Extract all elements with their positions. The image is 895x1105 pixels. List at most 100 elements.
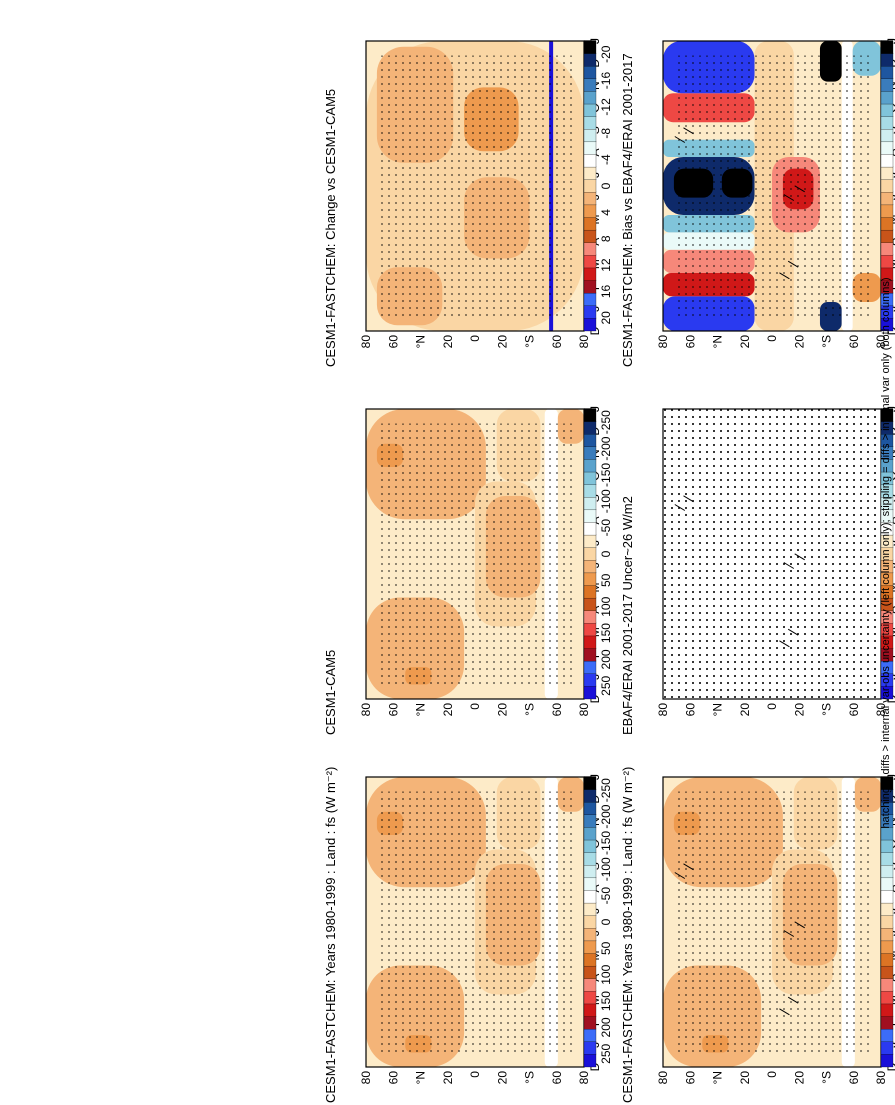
colorbar-swatch (880, 927, 894, 942)
y-tick-label: 0 (765, 335, 779, 342)
colorbar-swatch (583, 852, 597, 866)
y-tick-label: °N (711, 1071, 725, 1084)
y-tick-label: 60 (386, 1071, 400, 1085)
colorbar-label: 250 (599, 1043, 613, 1063)
colorbar-swatch (583, 685, 597, 700)
colorbar-label: 50 (599, 941, 613, 955)
y-tick-label: 80 (359, 703, 373, 717)
colorbar-swatch (583, 610, 597, 624)
colorbar-swatch (880, 889, 894, 904)
colorbar-swatch (583, 153, 597, 168)
colorbar-swatch (583, 559, 597, 574)
colorbar-swatch (583, 776, 597, 790)
colorbar-label: -12 (599, 98, 613, 116)
colorbar-swatch (880, 877, 894, 891)
colorbar-label: -250 (599, 410, 613, 434)
panel-ebaf4-uncertainty: EBAF4/ERAI 2001-2017 Uncer~26 W/m2 80 60 °… (620, 406, 895, 735)
colorbar-swatch (583, 597, 597, 611)
colorbar-swatch (583, 408, 597, 422)
colorbar-swatch (583, 267, 597, 281)
y-tick-label: 80 (359, 335, 373, 349)
colorbar-swatch (583, 78, 597, 92)
colorbar-swatch (880, 1003, 894, 1017)
y-tick-label: 20 (441, 703, 455, 717)
colorbar-swatch (880, 90, 894, 105)
colorbar-label: -100 (599, 489, 613, 513)
colorbar-swatch (583, 635, 597, 649)
y-tick-label: °S (820, 1071, 834, 1084)
colorbar-swatch (880, 940, 894, 954)
colorbar-swatch (880, 242, 894, 256)
y-tick-label: °S (820, 335, 834, 348)
y-tick-label: °N (414, 335, 428, 348)
y-tick-label: °S (523, 703, 537, 716)
colorbar-swatch (880, 229, 894, 243)
y-tick-label: 20 (792, 703, 806, 717)
colorbar-swatch (583, 940, 597, 954)
colorbar-label: 250 (599, 675, 613, 695)
y-tick-label: 80 (656, 335, 670, 349)
colorbar-swatch (583, 317, 597, 332)
y-tick-label: 60 (550, 335, 564, 349)
colorbar-swatch (880, 915, 894, 929)
colorbar-label: -100 (599, 857, 613, 881)
colorbar-label: 150 (599, 991, 613, 1011)
y-tick-label: 60 (550, 703, 564, 717)
stippling (673, 55, 871, 317)
colorbar-swatch (880, 166, 894, 180)
y-tick-label: 60 (683, 1071, 697, 1085)
colorbar-swatch (583, 484, 597, 498)
y-tick-label: 20 (792, 335, 806, 349)
y-tick-label: °N (711, 703, 725, 716)
colorbar-label: 0 (599, 918, 613, 925)
colorbar-label: -4 (599, 154, 613, 165)
colorbar-swatch (583, 1041, 597, 1055)
colorbar-swatch (583, 572, 597, 586)
y-tick-label: 60 (550, 1071, 564, 1085)
y-tick-label: 80 (874, 335, 888, 349)
panel-title: CESM1-FASTCHEM: Years 1980-1999 : Land :… (620, 767, 635, 1103)
y-tick-label: 60 (847, 1071, 861, 1085)
y-tick-label: 0 (468, 1071, 482, 1078)
colorbar-swatch (583, 1015, 597, 1030)
panel-fastchem-upper: CESM1-FASTCHEM: Years 1980-1999 : Land :… (620, 767, 895, 1103)
colorbar-swatch (880, 254, 894, 269)
colorbar-swatch (583, 496, 597, 511)
colorbar-swatch (880, 103, 894, 117)
colorbar-swatch (583, 65, 597, 79)
colorbar-swatch (880, 204, 894, 218)
y-tick-label: 80 (577, 1071, 591, 1085)
colorbar-swatch (880, 952, 894, 967)
colorbar-swatch (583, 179, 597, 193)
colorbar-swatch (583, 242, 597, 256)
colorbar-swatch (583, 1003, 597, 1017)
y-tick-label: 80 (577, 703, 591, 717)
y-tick-label: 20 (441, 335, 455, 349)
colorbar-swatch (880, 852, 894, 866)
y-tick-label: 80 (656, 1071, 670, 1085)
y-tick-label: 80 (359, 1071, 373, 1085)
y-tick-label: °S (523, 335, 537, 348)
y-tick-label: °S (523, 1071, 537, 1084)
colorbar-label: 50 (599, 573, 613, 587)
colorbar-swatch (583, 1053, 597, 1068)
panel-title: CESM1-FASTCHEM: Bias vs EBAF4/ERAI 2001-… (620, 53, 635, 367)
y-tick-label: °N (414, 1071, 428, 1084)
colorbar-swatch (583, 826, 597, 841)
colorbar-swatch (583, 103, 597, 117)
y-tick-label: 60 (847, 335, 861, 349)
colorbar-swatch (880, 1053, 894, 1068)
colorbar-label: -8 (599, 128, 613, 139)
colorbar-swatch (583, 927, 597, 942)
panel-change-vs-cam5: CESM1-FASTCHEM: Change vs CESM1-CAM5 80 6… (323, 38, 613, 367)
colorbar-swatch (583, 788, 597, 803)
colorbar-swatch (583, 660, 597, 674)
hatching (674, 863, 805, 1016)
stippling (376, 791, 574, 1053)
colorbar-swatch (583, 305, 597, 319)
colorbar-label: 16 (599, 284, 613, 298)
colorbar-swatch (880, 78, 894, 92)
y-tick-label: 80 (874, 1071, 888, 1085)
colorbar-swatch (880, 826, 894, 841)
colorbar-label: -250 (599, 778, 613, 802)
